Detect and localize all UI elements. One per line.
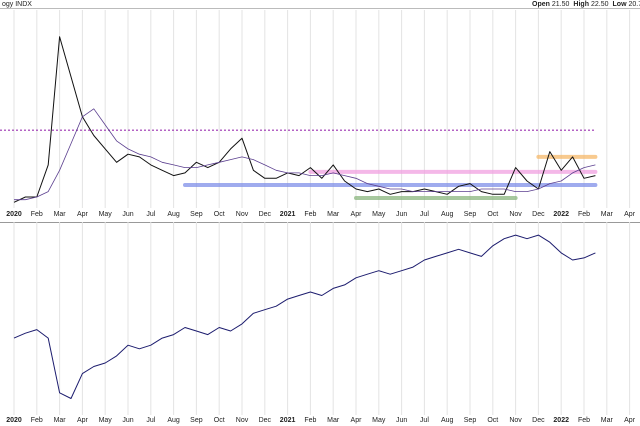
x-tick-label: 2020 — [6, 417, 22, 424]
x-tick-label: Mar — [601, 417, 614, 424]
x-tick-label: 2020 — [6, 211, 22, 218]
series-line — [13, 36, 596, 203]
x-tick-label: Dec — [532, 211, 545, 218]
x-tick-label: Jul — [420, 211, 429, 218]
x-tick-label: Jun — [396, 211, 407, 218]
x-tick-label: Apr — [351, 417, 363, 424]
x-tick-label: Nov — [509, 211, 522, 218]
x-tick-label: 2022 — [553, 211, 569, 218]
x-tick-label: May — [99, 211, 113, 218]
x-tick-label: Feb — [31, 417, 43, 424]
x-tick-label: Nov — [236, 211, 249, 218]
x-tick-label: Apr — [77, 417, 89, 424]
x-tick-label: Apr — [624, 417, 636, 424]
x-tick-label: Oct — [487, 417, 498, 424]
x-tick-label: May — [99, 417, 113, 424]
x-tick-label: May — [372, 211, 386, 218]
x-tick-label: Jun — [122, 211, 133, 218]
x-tick-label: Mar — [601, 211, 614, 218]
x-tick-label: Jul — [420, 417, 429, 424]
x-tick-label: Feb — [578, 211, 590, 218]
x-tick-label: Feb — [304, 417, 316, 424]
quote-value: 20.75 — [629, 1, 640, 8]
series-line — [14, 108, 596, 201]
x-tick-label: Jul — [146, 211, 155, 218]
x-tick-label: Nov — [509, 417, 522, 424]
x-tick-label: Sep — [464, 417, 477, 424]
x-tick-label: Aug — [441, 211, 454, 218]
x-tick-label: Apr — [624, 211, 636, 218]
quote-label: High — [573, 1, 589, 8]
x-tick-label: Aug — [167, 417, 180, 424]
quote-label: Open — [532, 1, 550, 8]
x-tick-label: Oct — [214, 211, 225, 218]
x-tick-label: Dec — [532, 417, 545, 424]
x-tick-label: Oct — [214, 417, 225, 424]
x-tick-label: Sep — [190, 211, 203, 218]
x-tick-label: 2022 — [553, 417, 569, 424]
x-tick-label: Dec — [259, 211, 272, 218]
quote-label: Low — [613, 1, 628, 8]
x-tick-label: Jul — [146, 417, 155, 424]
quote-value: 22.50 — [591, 1, 609, 8]
x-tick-label: Nov — [236, 417, 249, 424]
x-tick-label: Jun — [122, 417, 133, 424]
x-tick-label: Oct — [487, 211, 498, 218]
quote-value: 21.50 — [552, 1, 570, 8]
x-tick-label: Mar — [327, 211, 340, 218]
x-tick-label: May — [372, 417, 386, 424]
x-tick-label: Dec — [259, 417, 272, 424]
series-line — [13, 234, 596, 399]
x-tick-label: Aug — [167, 211, 180, 218]
x-tick-label: Apr — [77, 211, 89, 218]
x-tick-label: Aug — [441, 417, 454, 424]
symbol-label: ogy INDX — [2, 1, 32, 8]
x-tick-label: Mar — [327, 417, 340, 424]
x-tick-label: Jun — [396, 417, 407, 424]
x-tick-label: Feb — [578, 417, 590, 424]
x-tick-label: Apr — [351, 211, 363, 218]
x-tick-label: Feb — [31, 211, 43, 218]
x-tick-label: 2021 — [280, 417, 296, 424]
x-tick-label: Mar — [54, 211, 67, 218]
x-tick-label: Sep — [464, 211, 477, 218]
x-tick-label: Feb — [304, 211, 316, 218]
x-tick-label: 2021 — [280, 211, 296, 218]
x-tick-label: Sep — [190, 417, 203, 424]
x-tick-label: Mar — [54, 417, 67, 424]
